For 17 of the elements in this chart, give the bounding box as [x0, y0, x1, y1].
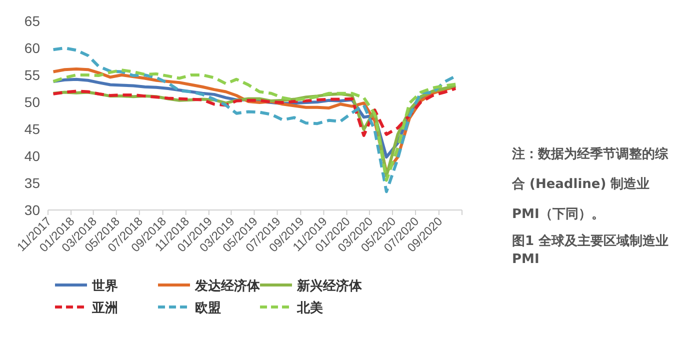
y-tick-label: 40 — [24, 148, 40, 164]
legend-label: 世界 — [91, 279, 118, 294]
y-tick-label: 30 — [24, 202, 40, 218]
legend-label: 发达经济体 — [194, 278, 261, 294]
legend-label: 新兴经济体 — [296, 278, 363, 294]
line-series — [52, 87, 458, 137]
y-tick-label: 35 — [24, 175, 40, 191]
y-tick-label: 50 — [24, 94, 40, 110]
y-tick-label: 45 — [24, 121, 40, 137]
y-tick-label: 55 — [24, 67, 40, 83]
legend-label: 北美 — [296, 300, 323, 316]
legend-label: 欧盟 — [195, 301, 221, 316]
text: 图1 全球及主要区域制造业PMI — [512, 233, 670, 269]
text: 注：数据为经季节调整的综合 (Headline) 制造业PMI（下同）。 — [512, 146, 670, 224]
legend-label: 亚洲 — [91, 301, 118, 316]
y-tick-label: 65 — [24, 13, 40, 29]
y-tick-label: 60 — [24, 40, 40, 56]
